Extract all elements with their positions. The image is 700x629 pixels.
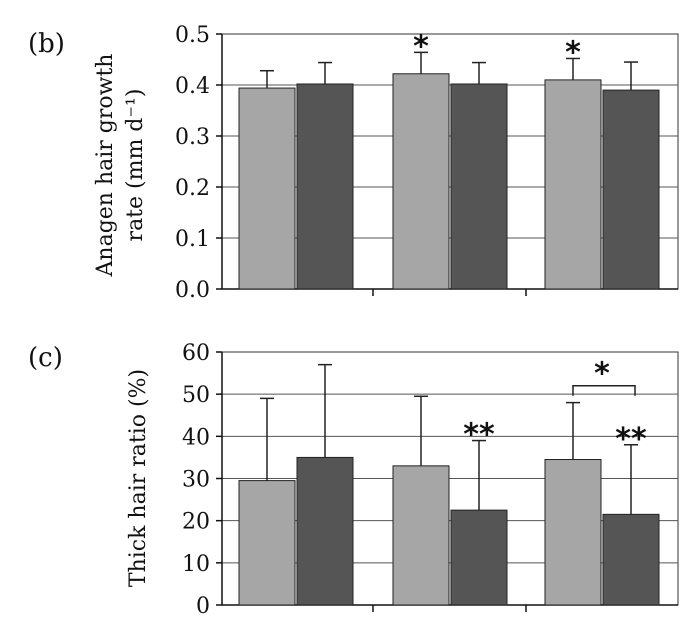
y-tick-label-c-2: 20 bbox=[182, 510, 210, 535]
y-tick-label-b-4: 0.4 bbox=[175, 74, 210, 99]
panel-b-chart: 0.0 0.1 0.2 0.3 0.4 0.5 (b) Anagen hair growth r… bbox=[28, 23, 679, 303]
bar-b-s0-g1 bbox=[392, 73, 450, 290]
bar-c-s0-g2 bbox=[544, 459, 602, 606]
bar-b-s1-g0 bbox=[296, 83, 354, 290]
significance-mark-c-0: ** bbox=[463, 418, 495, 453]
bar-b-s1-g1 bbox=[450, 83, 508, 290]
y-tick-label-c-3: 30 bbox=[182, 468, 210, 493]
bar-c-s1-g0 bbox=[296, 456, 354, 606]
panel-label-c: (c) bbox=[28, 343, 63, 373]
y-tick-label-b-5: 0.5 bbox=[175, 23, 210, 48]
bar-c-s0-g1 bbox=[392, 465, 450, 606]
y-tick-label-c-1: 10 bbox=[182, 552, 210, 577]
y-tick-label-b-0: 0.0 bbox=[175, 278, 210, 303]
bar-b-s0-g2 bbox=[544, 79, 602, 290]
y-tick-label-c-0: 0 bbox=[196, 594, 210, 619]
bar-c-s0-g0 bbox=[238, 480, 296, 606]
significance-mark-b-0: * bbox=[413, 29, 429, 64]
y-tick-label-c-5: 50 bbox=[182, 383, 210, 408]
bracket-mark-c-0: * bbox=[594, 357, 610, 392]
y-axis-title-b-0: Anagen hair growth bbox=[93, 54, 118, 278]
significance-mark-b-1: * bbox=[565, 35, 581, 70]
y-axis-title-b-1: rate (mm d⁻¹) bbox=[123, 89, 148, 242]
y-tick-label-b-2: 0.2 bbox=[175, 176, 210, 201]
bar-b-s0-g0 bbox=[238, 87, 296, 290]
y-tick-label-c-4: 40 bbox=[182, 425, 210, 450]
significance-bracket-c-0 bbox=[572, 384, 636, 396]
panel-label-b: (b) bbox=[28, 29, 65, 59]
bar-b-s1-g2 bbox=[602, 89, 660, 290]
y-tick-label-c-6: 60 bbox=[182, 341, 210, 366]
bar-c-s1-g1 bbox=[450, 509, 508, 606]
y-tick-label-b-1: 0.1 bbox=[175, 227, 210, 252]
bar-c-s1-g2 bbox=[602, 513, 660, 606]
y-tick-label-b-3: 0.3 bbox=[175, 125, 210, 150]
y-axis-title-c-0: Thick hair ratio (%) bbox=[126, 369, 151, 587]
significance-mark-c-1: ** bbox=[615, 422, 647, 457]
